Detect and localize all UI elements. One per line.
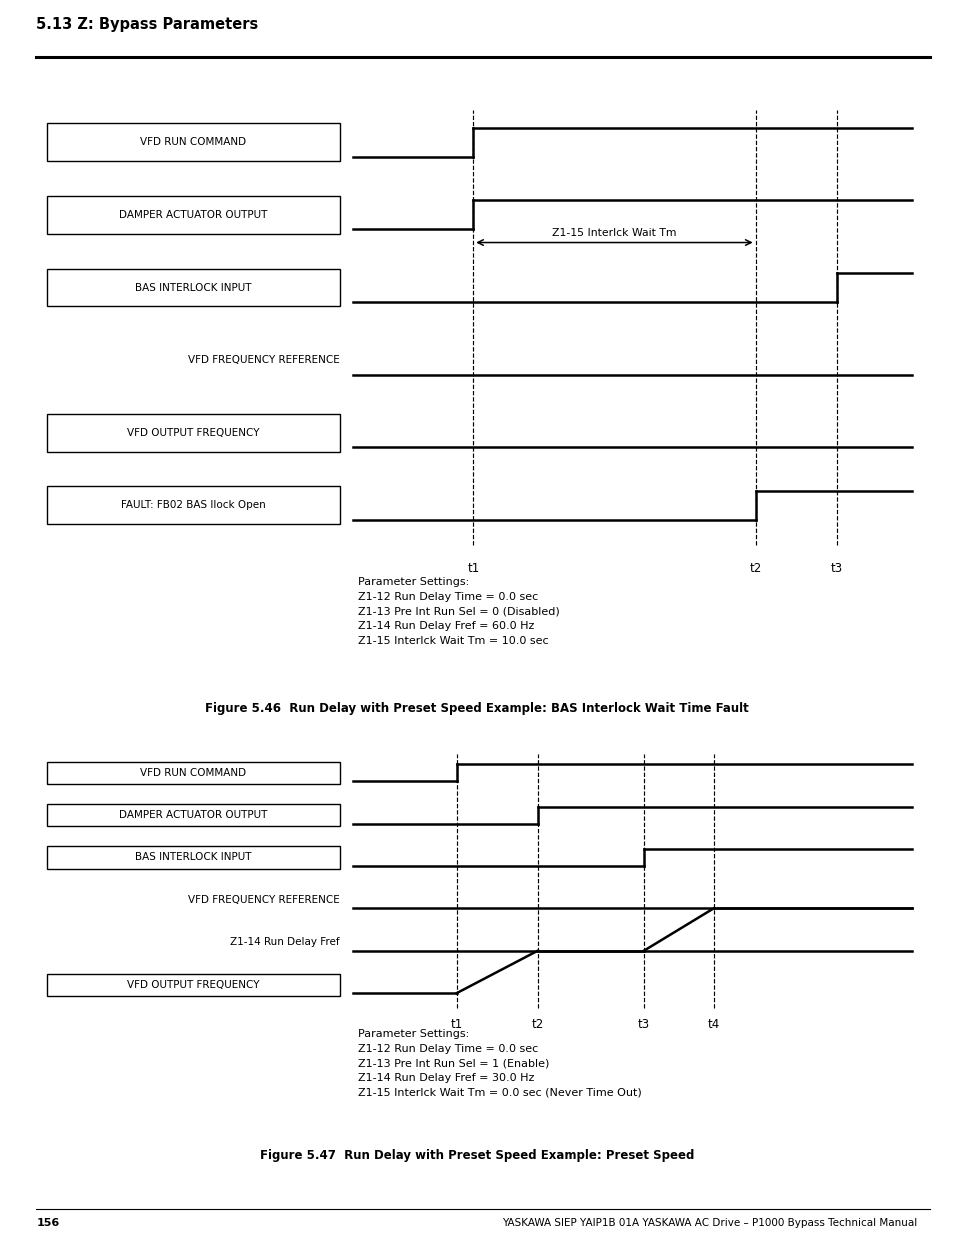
Text: t2: t2 bbox=[749, 562, 760, 576]
Text: VFD RUN COMMAND: VFD RUN COMMAND bbox=[140, 137, 246, 147]
Bar bbox=[47, 846, 339, 868]
Text: FAULT: FB02 BAS Ilock Open: FAULT: FB02 BAS Ilock Open bbox=[121, 500, 266, 510]
Text: VFD FREQUENCY REFERENCE: VFD FREQUENCY REFERENCE bbox=[188, 895, 339, 905]
Text: t1: t1 bbox=[467, 562, 479, 576]
Text: BAS INTERLOCK INPUT: BAS INTERLOCK INPUT bbox=[135, 283, 252, 293]
Text: VFD FREQUENCY REFERENCE: VFD FREQUENCY REFERENCE bbox=[188, 356, 339, 366]
Text: Parameter Settings:
Z1-12 Run Delay Time = 0.0 sec
Z1-13 Pre Int Run Sel = 1 (En: Parameter Settings: Z1-12 Run Delay Time… bbox=[357, 1029, 640, 1098]
Bar bbox=[47, 269, 339, 306]
Text: t3: t3 bbox=[830, 562, 841, 576]
Text: t3: t3 bbox=[637, 1018, 649, 1031]
Text: Figure 5.47  Run Delay with Preset Speed Example: Preset Speed: Figure 5.47 Run Delay with Preset Speed … bbox=[259, 1150, 694, 1162]
Text: t2: t2 bbox=[531, 1018, 543, 1031]
Text: Figure 5.46  Run Delay with Preset Speed Example: BAS Interlock Wait Time Fault: Figure 5.46 Run Delay with Preset Speed … bbox=[205, 703, 748, 715]
Bar bbox=[47, 414, 339, 452]
Bar bbox=[47, 973, 339, 995]
Bar bbox=[47, 487, 339, 524]
Text: 156: 156 bbox=[36, 1218, 59, 1228]
Text: DAMPER ACTUATOR OUTPUT: DAMPER ACTUATOR OUTPUT bbox=[119, 810, 268, 820]
Bar bbox=[47, 196, 339, 233]
Text: 5.13 Z: Bypass Parameters: 5.13 Z: Bypass Parameters bbox=[36, 17, 258, 32]
Bar bbox=[47, 762, 339, 784]
Text: Z1-15 Interlck Wait Tm: Z1-15 Interlck Wait Tm bbox=[552, 228, 676, 238]
Text: VFD RUN COMMAND: VFD RUN COMMAND bbox=[140, 768, 246, 778]
Text: Z1-14 Run Delay Fref: Z1-14 Run Delay Fref bbox=[230, 937, 339, 947]
Text: BAS INTERLOCK INPUT: BAS INTERLOCK INPUT bbox=[135, 852, 252, 862]
Bar bbox=[47, 804, 339, 826]
Text: t1: t1 bbox=[450, 1018, 462, 1031]
Text: VFD OUTPUT FREQUENCY: VFD OUTPUT FREQUENCY bbox=[127, 427, 259, 437]
Text: YASKAWA SIEP YAIP1B 01A YASKAWA AC Drive – P1000 Bypass Technical Manual: YASKAWA SIEP YAIP1B 01A YASKAWA AC Drive… bbox=[502, 1218, 917, 1228]
Text: Parameter Settings:
Z1-12 Run Delay Time = 0.0 sec
Z1-13 Pre Int Run Sel = 0 (Di: Parameter Settings: Z1-12 Run Delay Time… bbox=[357, 577, 558, 646]
Text: DAMPER ACTUATOR OUTPUT: DAMPER ACTUATOR OUTPUT bbox=[119, 210, 268, 220]
Text: t4: t4 bbox=[707, 1018, 719, 1031]
Text: VFD OUTPUT FREQUENCY: VFD OUTPUT FREQUENCY bbox=[127, 979, 259, 989]
Bar bbox=[47, 124, 339, 162]
